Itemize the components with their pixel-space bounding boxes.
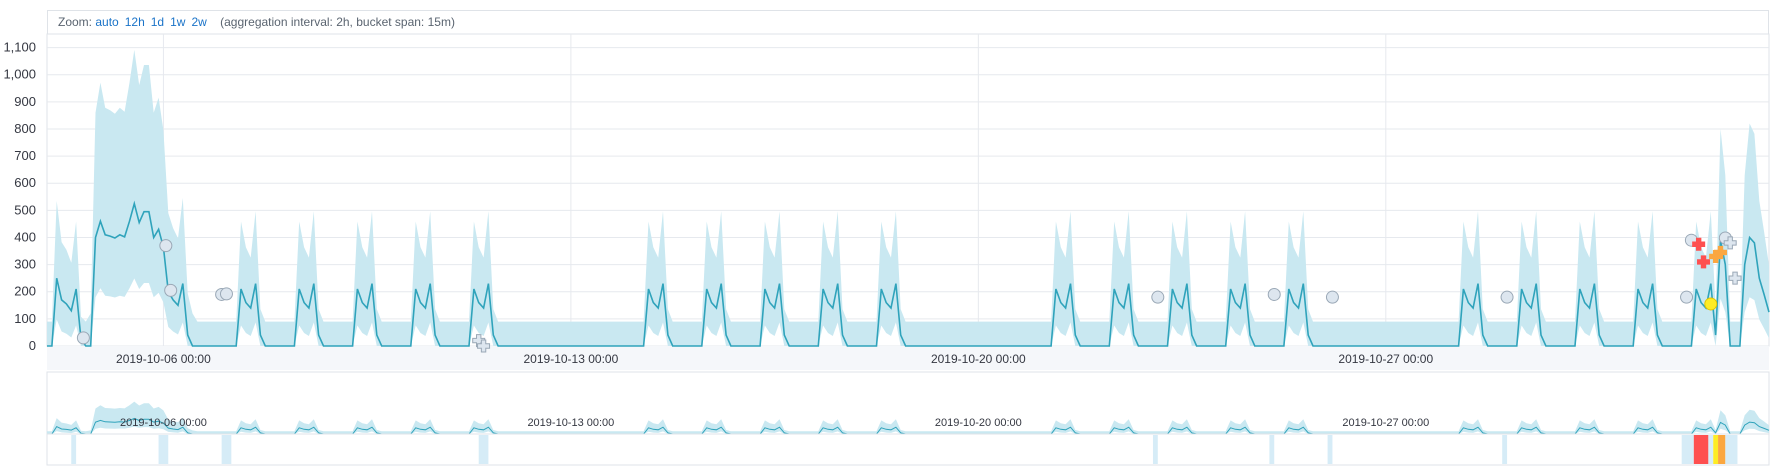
- zoom-label: Zoom:: [58, 15, 93, 29]
- anomaly-marker-major[interactable]: [1697, 255, 1711, 269]
- aggregation-info: (aggregation interval: 2h, bucket span: …: [220, 15, 455, 29]
- context-tick-label: 2019-10-13 00:00: [527, 417, 614, 429]
- swimlane-cell-low[interactable]: [1681, 435, 1694, 464]
- swimlane-cell-low[interactable]: [1708, 435, 1714, 464]
- swimlane-cell-low[interactable]: [158, 435, 169, 464]
- zoom-option-1w[interactable]: 1w: [170, 15, 186, 29]
- context-tick-label: 2019-10-06 00:00: [120, 417, 207, 429]
- anomaly-marker-major[interactable]: [1692, 237, 1706, 251]
- x-axis-tick-labels: 2019-10-06 00:00 2019-10-13 00:00 2019-10-…: [116, 352, 1433, 366]
- y-tick-label: 900: [14, 94, 36, 109]
- swimlane-cell-warning[interactable]: [1713, 435, 1719, 464]
- x-tick-label: 2019-10-20 00:00: [931, 352, 1026, 366]
- anomaly-marker-low[interactable]: [164, 283, 178, 297]
- context-bounds-area: [47, 401, 1769, 434]
- anomaly-marker-low[interactable]: [76, 331, 90, 345]
- anomaly-marker-warning[interactable]: [1704, 297, 1718, 311]
- anomaly-marker-low[interactable]: [1151, 290, 1165, 304]
- swimlane-cell-low[interactable]: [478, 435, 489, 464]
- anomaly-marker-low[interactable]: [159, 239, 173, 253]
- zoom-option-2w[interactable]: 2w: [191, 15, 207, 29]
- swimlane-cell-major[interactable]: [1693, 435, 1709, 464]
- x-axis-band: [47, 346, 1769, 370]
- actual-values-line: [47, 200, 1770, 347]
- y-tick-label: 700: [14, 148, 36, 163]
- y-tick-label: 1,100: [3, 40, 36, 55]
- anomaly-marker-low[interactable]: [1728, 271, 1742, 285]
- y-tick-label: 400: [14, 229, 36, 244]
- swimlane-cell-low[interactable]: [1502, 435, 1508, 464]
- anomaly-marker-low[interactable]: [1500, 290, 1514, 304]
- zoom-option-1d[interactable]: 1d: [150, 15, 165, 29]
- context-chart[interactable]: [46, 371, 1770, 466]
- anomaly-marker-low[interactable]: [477, 339, 491, 353]
- swimlane-cell-low[interactable]: [1269, 435, 1275, 464]
- y-tick-label: 500: [14, 202, 36, 217]
- y-tick-label: 1,000: [3, 67, 36, 82]
- context-tick-label: 2019-10-27 00:00: [1342, 417, 1429, 429]
- anomaly-markers[interactable]: [76, 231, 1742, 353]
- swimlane-cell-low[interactable]: [1327, 435, 1333, 464]
- y-tick-label: 100: [14, 311, 36, 326]
- y-tick-label: 800: [14, 121, 36, 136]
- zoom-option-auto[interactable]: auto: [95, 15, 119, 29]
- x-tick-label: 2019-10-06 00:00: [116, 352, 211, 366]
- anomaly-marker-low[interactable]: [1680, 290, 1694, 304]
- context-swimlane[interactable]: [47, 433, 1769, 464]
- context-frame: [46, 371, 1770, 466]
- swimlane-cell-low[interactable]: [1725, 435, 1738, 464]
- focus-plot-area[interactable]: [47, 49, 1770, 347]
- anomaly-marker-low[interactable]: [1723, 236, 1737, 250]
- swimlane-cell-low[interactable]: [221, 435, 232, 464]
- y-tick-label: 200: [14, 284, 36, 299]
- anomaly-marker-minor[interactable]: [1713, 245, 1727, 259]
- swimlane-cell-low[interactable]: [71, 435, 77, 464]
- x-tick-label: 2019-10-27 00:00: [1338, 352, 1433, 366]
- anomaly-marker-low[interactable]: [1267, 287, 1281, 301]
- model-bounds-area: [47, 49, 1769, 347]
- swimlane-cell-minor[interactable]: [1718, 435, 1726, 464]
- context-tick-labels: 2019-10-06 00:00 2019-10-13 00:00 2019-10-…: [120, 417, 1429, 429]
- swimlane-cell-low[interactable]: [1152, 435, 1158, 464]
- zoom-bar: Zoom: auto 12h 1d 1w 2w (aggregation interva…: [47, 10, 1769, 34]
- zoom-option-12h[interactable]: 12h: [124, 15, 145, 29]
- anomaly-marker-low[interactable]: [219, 287, 233, 301]
- anomaly-marker-low[interactable]: [1325, 290, 1339, 304]
- context-tick-label: 2019-10-20 00:00: [935, 417, 1022, 429]
- y-axis-tick-labels: 0 100 200 300 400 500 600 700 800 900 1,000 1,100: [3, 40, 36, 353]
- y-tick-label: 0: [29, 338, 36, 353]
- y-tick-label: 600: [14, 175, 36, 190]
- x-tick-label: 2019-10-13 00:00: [524, 352, 619, 366]
- y-tick-label: 300: [14, 257, 36, 272]
